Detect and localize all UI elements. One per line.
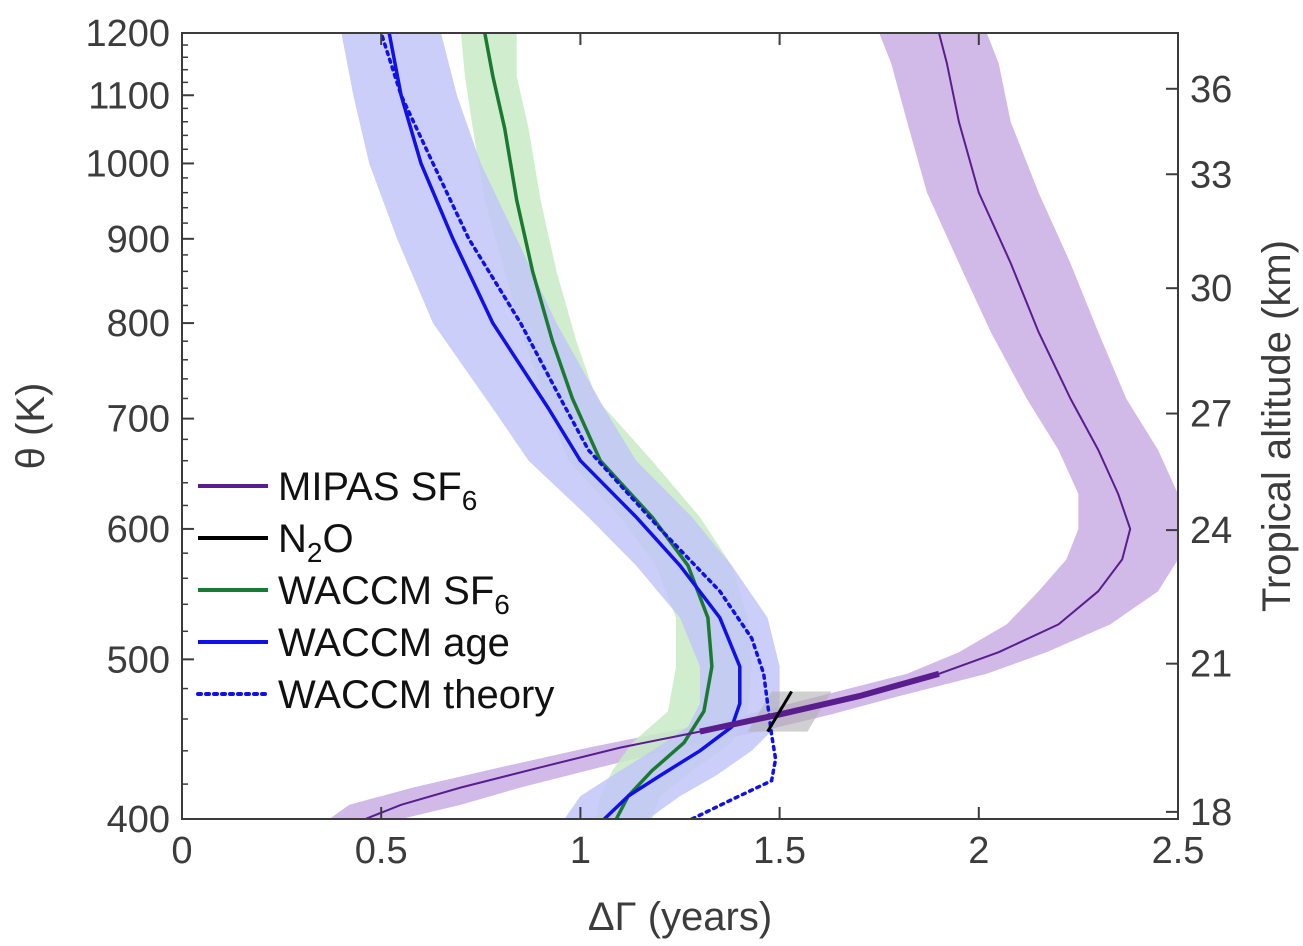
y-axis-title-left: θ (K)	[9, 383, 53, 470]
y-tick-label: 800	[107, 303, 170, 345]
x-axis-title: ΔΓ (years)	[588, 895, 772, 939]
ticks: 0 0.5 1 1.5 2 2.5 400 500 600 700 800 900 1000 1100 12…	[85, 13, 1232, 872]
mipas-sf6-line	[364, 33, 1132, 819]
x-tick-label: 1	[570, 830, 591, 872]
mipas-sf6-overlap-segment	[699, 670, 940, 735]
legend-label: WACCM SF6	[278, 569, 510, 620]
y-axis-title-right: Tropical altitude (km)	[1255, 240, 1299, 612]
legend-label: WACCM theory	[278, 673, 554, 717]
y-right-tick-label: 30	[1190, 268, 1232, 310]
y-tick-label: 1100	[88, 75, 170, 117]
plot-frame	[181, 32, 1179, 820]
mipas-sf6-band	[329, 33, 1178, 819]
y-tick-label: 1000	[85, 143, 170, 185]
waccm-theory-line	[379, 33, 778, 819]
y-tick-label: 1200	[85, 13, 170, 55]
y-tick-label: 600	[107, 509, 170, 551]
y-tick-label: 500	[107, 639, 170, 681]
legend-label: N2O	[278, 517, 354, 568]
x-tick-label: 2.5	[1152, 830, 1205, 872]
y-tick-label: 700	[107, 399, 170, 441]
y-right-tick-label: 36	[1190, 69, 1232, 111]
y-right-tick-label: 27	[1190, 394, 1232, 436]
y-right-tick-label: 21	[1190, 644, 1232, 686]
waccm-sf6-line	[483, 33, 714, 819]
x-tick-label: 1.5	[753, 830, 806, 872]
x-tick-label: 0.5	[355, 830, 408, 872]
axes	[181, 32, 1179, 820]
x-tick-label: 0	[171, 830, 192, 872]
n2o-line	[766, 690, 793, 733]
legend-label: WACCM age	[278, 621, 510, 665]
y-right-tick-label: 18	[1190, 792, 1232, 834]
y-tick-label: 400	[107, 799, 170, 841]
waccm-age-line	[387, 33, 742, 819]
y-tick-label: 900	[107, 219, 170, 261]
y-right-tick-label: 24	[1190, 510, 1232, 552]
legend-label: MIPAS SF6	[278, 465, 477, 516]
x-tick-label: 2	[968, 830, 989, 872]
series-lines	[364, 33, 1132, 819]
y-right-tick-label: 33	[1190, 154, 1232, 196]
